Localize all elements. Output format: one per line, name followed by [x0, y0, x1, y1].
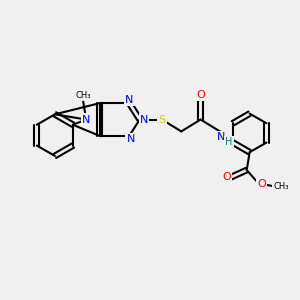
Text: N: N	[140, 115, 148, 124]
Text: S: S	[158, 115, 166, 124]
Text: O: O	[196, 90, 205, 100]
Text: N: N	[125, 95, 134, 105]
Text: O: O	[222, 172, 231, 182]
Text: CH₃: CH₃	[273, 182, 289, 191]
Text: CH₃: CH₃	[76, 91, 91, 100]
Text: O: O	[257, 179, 266, 189]
Text: N: N	[127, 134, 135, 144]
Text: N: N	[217, 132, 226, 142]
Text: N: N	[82, 115, 90, 124]
Text: H: H	[225, 137, 233, 147]
